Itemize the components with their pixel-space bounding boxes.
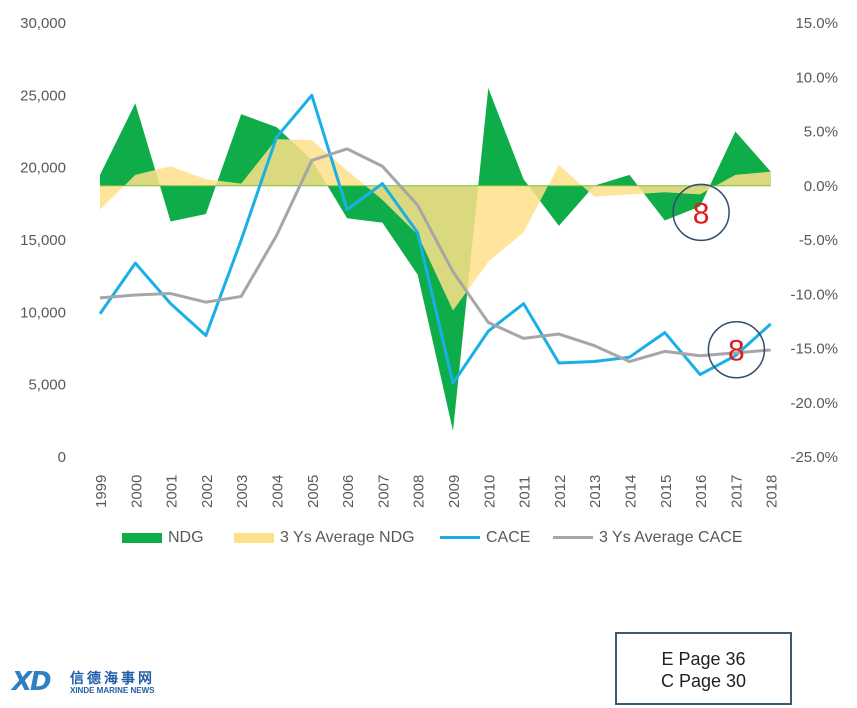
left-axis-tick: 0 (58, 449, 66, 466)
x-axis-tick: 2008 (411, 475, 428, 508)
right-axis-tick: -20.0% (790, 395, 838, 412)
page-reference-c: C Page 30 (660, 671, 747, 691)
line-layer (98, 93, 772, 385)
x-axis-tick: 2011 (517, 476, 534, 508)
right-axis-tick: -10.0% (790, 286, 838, 303)
left-axis-tick: 5,000 (28, 377, 66, 394)
right-axis-tick: 0.0% (804, 178, 838, 195)
logo-mark: XD (12, 667, 52, 697)
legend-swatch-ndg (122, 532, 162, 543)
legend-label-cace: CACE (486, 529, 531, 546)
right-axis-tick: -5.0% (799, 232, 838, 249)
legend-item-3ys-cace[interactable]: 3 Ys Average CACE (553, 526, 743, 550)
page-reference-box: E Page 36 C Page 30 (615, 632, 792, 705)
x-axis-tick: 2017 (728, 475, 745, 508)
x-axis-tick: 2009 (446, 475, 463, 508)
x-axis-tick: 2010 (481, 475, 498, 508)
area-3-ys-average-ndg (100, 139, 771, 311)
x-axis-tick: 2016 (693, 475, 710, 508)
x-axis-tick: 2006 (340, 475, 357, 508)
right-axis-tick: 5.0% (804, 124, 838, 141)
xinde-logo: XD 信德海事网 XINDE MARINE NEWS (12, 668, 172, 698)
legend-swatch-3ys-cace (553, 536, 593, 540)
logo-chinese-text: 信德海事网 (70, 670, 155, 686)
legend-swatch-3ys-ndg (234, 532, 274, 543)
x-axis-ticks: 1999 2000 2001 2002 2003 2004 2005 2006 2007 2008… (93, 475, 781, 508)
x-axis-tick: 2002 (199, 475, 216, 508)
left-axis-tick: 25,000 (20, 87, 66, 104)
right-axis-tick: -25.0% (790, 449, 838, 466)
logo-english-text: XINDE MARINE NEWS (70, 686, 155, 695)
legend-swatch-cace (440, 536, 480, 540)
line-3-ys-average-cace (99, 147, 771, 364)
annotation-label: 8 (728, 335, 745, 368)
legend-item-3ys-ndg[interactable]: 3 Ys Average NDG (234, 526, 415, 550)
legend-item-cace[interactable]: CACE (440, 526, 530, 550)
legend: NDG 3 Ys Average NDG CACE 3 Ys Average C… (0, 526, 857, 550)
annotation-marker: 8 (707, 320, 766, 379)
page-reference-e: E Page 36 (661, 649, 746, 669)
annotation-ring (672, 183, 730, 242)
x-axis-tick: 2015 (658, 475, 675, 508)
annotation-ring (707, 320, 766, 379)
right-axis-tick: 15.0% (795, 15, 838, 32)
annotation-marker: 8 (672, 183, 730, 242)
annotation-layer: 88 (672, 183, 766, 379)
x-axis-tick: 2013 (587, 475, 604, 508)
area-layer (100, 88, 771, 431)
x-axis-tick: 2012 (552, 475, 569, 508)
chart-canvas: 0 5,000 10,000 15,000 20,000 25,000 30,000 -25… (20, 15, 838, 508)
line-cace (98, 93, 772, 385)
right-axis-tick: 10.0% (795, 69, 838, 86)
annotation-label: 8 (693, 197, 710, 230)
left-axis-tick: 15,000 (20, 232, 66, 249)
legend-label-ndg: NDG (168, 529, 204, 546)
x-axis-tick: 1999 (93, 475, 110, 508)
left-axis-tick: 20,000 (20, 160, 66, 177)
x-axis-tick: 2005 (305, 475, 322, 508)
left-axis-tick: 10,000 (20, 304, 66, 321)
right-axis-tick: -15.0% (790, 341, 838, 358)
left-axis-ticks: 0 5,000 10,000 15,000 20,000 25,000 30,000 (20, 15, 66, 466)
x-axis-tick: 2018 (764, 475, 781, 508)
x-axis-tick: 2007 (375, 475, 392, 508)
x-axis-tick: 2004 (270, 475, 287, 508)
left-axis-tick: 30,000 (20, 15, 66, 32)
x-axis-tick: 2001 (164, 475, 181, 508)
x-axis-tick: 2000 (128, 475, 145, 508)
x-axis-tick: 2003 (234, 475, 251, 508)
legend-item-ndg[interactable]: NDG (122, 526, 204, 550)
legend-label-3ys-ndg: 3 Ys Average NDG (280, 529, 415, 546)
right-axis-ticks: -25.0% -20.0% -15.0% -10.0% -5.0% 0.0% 5.0% 10.… (790, 15, 838, 466)
x-axis-tick: 2014 (623, 475, 640, 508)
legend-label-3ys-cace: 3 Ys Average CACE (599, 529, 743, 546)
